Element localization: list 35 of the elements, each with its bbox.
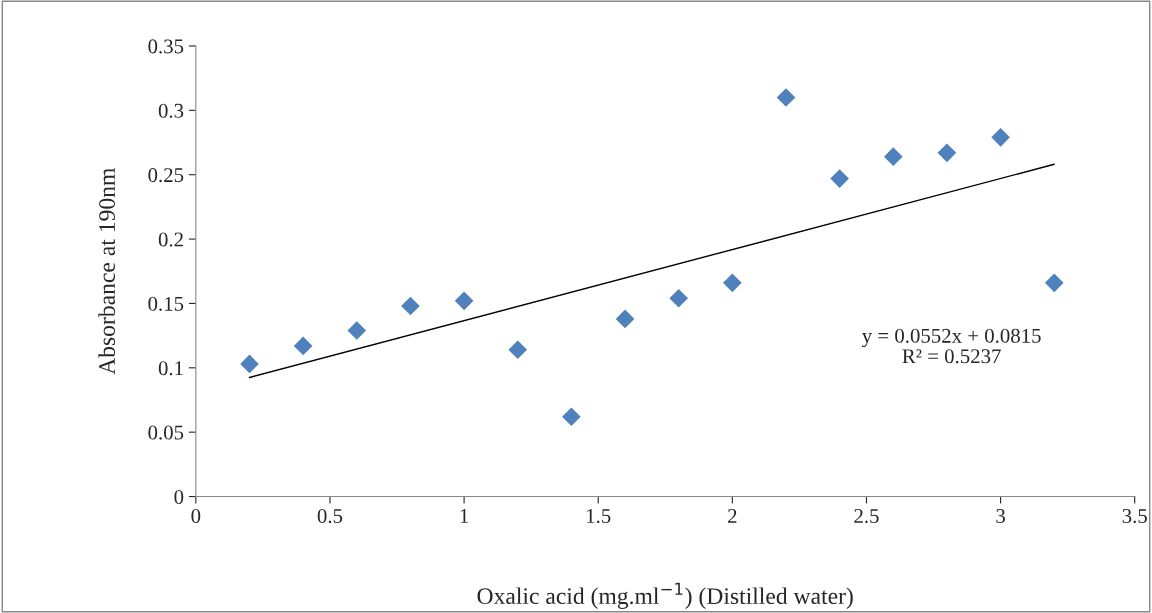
point xyxy=(615,309,635,329)
point xyxy=(240,354,259,374)
y-tick-label: 0.2 xyxy=(158,232,183,247)
y-axis-title: Absorbance at 190nm xyxy=(98,168,115,375)
point xyxy=(508,340,528,360)
x-tick-label: 3.5 xyxy=(1122,509,1147,524)
x-tick-label: 2 xyxy=(728,509,737,523)
point xyxy=(347,321,367,340)
point xyxy=(562,407,581,427)
x-tick-label: 3 xyxy=(996,509,1005,523)
x-tick-label: 0 xyxy=(191,508,201,523)
point xyxy=(991,128,1010,147)
annotation: y = 0.0552x + 0.0815 R² = 0.5237 xyxy=(862,328,1041,364)
point xyxy=(830,169,849,188)
x-tick-label: 2.5 xyxy=(854,509,879,524)
y-tick-label: 0.35 xyxy=(148,39,184,54)
point xyxy=(883,147,903,166)
point xyxy=(454,291,474,311)
x-tick-label: 0.5 xyxy=(317,508,343,524)
point xyxy=(1044,273,1064,293)
point xyxy=(937,143,957,163)
x-tick-label: 1.5 xyxy=(587,509,611,524)
point xyxy=(776,88,796,107)
x-tick-label: 1 xyxy=(460,509,469,523)
y-tick-label: 0 xyxy=(174,489,184,504)
y-tick-label: 0.1 xyxy=(158,361,183,376)
y-tick-label: 0.3 xyxy=(158,103,184,118)
y-tick-label: 0.25 xyxy=(148,168,184,183)
y-tick-label: 0.15 xyxy=(148,296,184,311)
y-tick-label: 0.05 xyxy=(148,425,184,440)
point xyxy=(669,288,689,308)
point xyxy=(723,273,742,293)
point xyxy=(401,296,420,316)
x-axis-title: Oxalic acid (mg.ml$^{−1}$) (Distilled water) xyxy=(477,582,853,609)
point xyxy=(293,336,313,356)
